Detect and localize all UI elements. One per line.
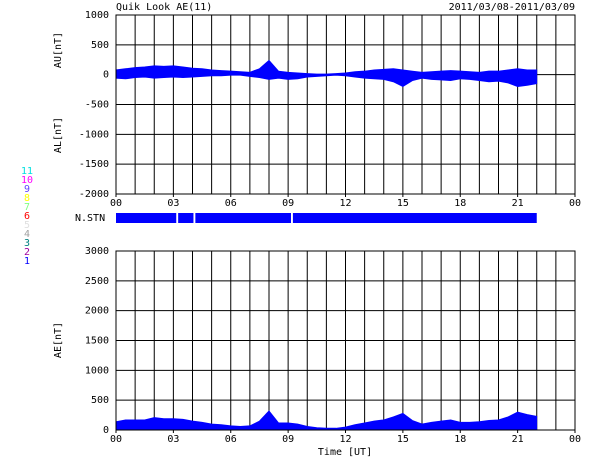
y-tick-label: 0 (103, 70, 109, 81)
x-tick-label: 12 (339, 198, 351, 209)
y-tick-label: -1000 (79, 129, 109, 140)
station-segment (178, 213, 194, 223)
x-tick-label: 21 (512, 434, 524, 445)
plot-frame (115, 250, 576, 431)
station-label: 7 (24, 202, 30, 213)
station-segment (292, 213, 537, 223)
x-tick-label: 03 (167, 198, 179, 209)
y-tick-label: -2000 (79, 189, 109, 200)
y-tick-label: 0 (103, 425, 109, 436)
area (115, 410, 538, 431)
x-tick-label: 15 (397, 434, 409, 445)
x-tick-label: 06 (225, 198, 237, 209)
station-label: 10 (21, 175, 33, 186)
y-tick-label: -500 (85, 100, 109, 111)
x-tick-label: 15 (397, 198, 409, 209)
y-tick-label: 500 (91, 40, 109, 51)
y-tick-label: 500 (91, 395, 109, 406)
station-label: 4 (24, 229, 30, 240)
y-tick-label: 3000 (85, 246, 109, 257)
station-label: 3 (24, 238, 30, 249)
chart-title: Quik Look AE(11) (116, 2, 212, 13)
x-tick-label: 00 (569, 198, 581, 209)
chart-subtitle: 2011/03/08-2011/03/09 (449, 2, 575, 13)
station-label: 5 (24, 220, 30, 231)
plot-frame (115, 14, 576, 195)
x-tick-label: 00 (569, 434, 581, 445)
y-tick-label: 1000 (85, 365, 109, 376)
y-tick-label: 2500 (85, 276, 109, 287)
strip-label: N.STN (75, 213, 105, 224)
station-label: 6 (24, 211, 30, 222)
station-segment (116, 213, 177, 223)
station-label: 1 (24, 256, 30, 267)
station-segment (195, 213, 291, 223)
x-axis-label: Time [UT] (318, 447, 372, 458)
area (115, 59, 538, 76)
x-tick-label: 09 (282, 434, 294, 445)
y-tick-label: 1500 (85, 336, 109, 347)
y-axis-label: AU[nT] (53, 32, 64, 68)
area (115, 74, 538, 88)
y-axis-label: AL[nT] (53, 117, 64, 153)
x-tick-label: 18 (454, 198, 466, 209)
y-axis-label: AE[nT] (53, 322, 64, 358)
x-tick-label: 09 (282, 198, 294, 209)
x-tick-label: 00 (110, 198, 122, 209)
x-tick-label: 21 (512, 198, 524, 209)
station-label: 9 (24, 184, 30, 195)
station-label: 2 (24, 247, 30, 258)
station-label: 8 (24, 193, 30, 204)
x-tick-label: 06 (225, 434, 237, 445)
y-tick-label: -1500 (79, 159, 109, 170)
x-tick-label: 12 (339, 434, 351, 445)
y-tick-label: 2000 (85, 306, 109, 317)
x-tick-label: 18 (454, 434, 466, 445)
x-tick-label: 00 (110, 434, 122, 445)
x-tick-label: 03 (167, 434, 179, 445)
station-label: 11 (21, 166, 33, 177)
y-tick-label: 1000 (85, 10, 109, 21)
